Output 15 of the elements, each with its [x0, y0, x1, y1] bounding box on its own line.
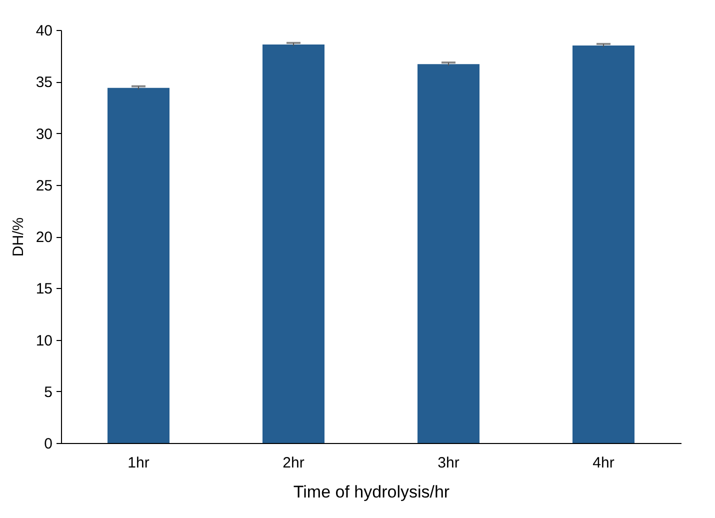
y-tick-label: 20 — [36, 229, 52, 246]
y-tick-label: 0 — [44, 436, 52, 452]
x-axis-title: Time of hydrolysis/hr — [293, 482, 450, 502]
y-tick-label: 10 — [36, 332, 52, 350]
x-tick-label: 3hr — [438, 454, 460, 472]
x-tick-label: 4hr — [592, 454, 614, 472]
x-tick-label: 2hr — [282, 454, 304, 472]
y-axis-title: DH/% — [10, 217, 27, 257]
y-tick-label: 5 — [44, 384, 52, 401]
y-tick-label: 25 — [36, 177, 52, 194]
y-tick-label: 40 — [36, 22, 52, 40]
x-tick-label: 1hr — [128, 454, 150, 472]
y-tick-label: 15 — [36, 280, 52, 298]
y-tick-label: 35 — [36, 74, 52, 92]
y-tick-label: 30 — [36, 126, 52, 143]
